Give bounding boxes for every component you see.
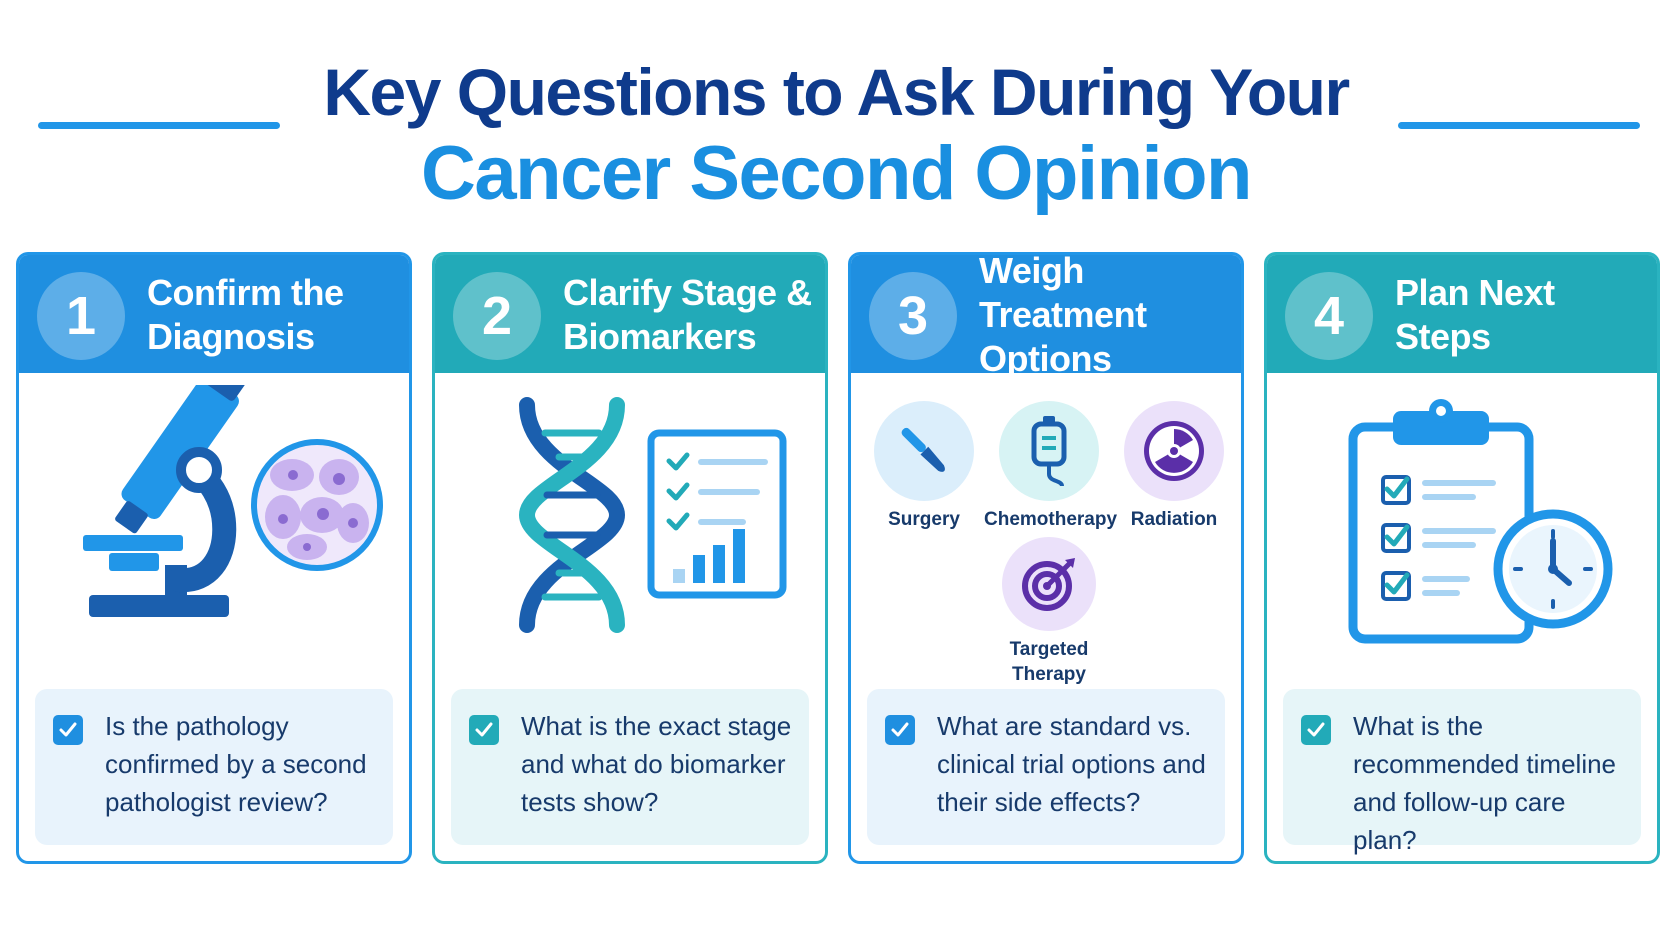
card-treatment-options: 3 Weigh Treatment Options Surgery <box>848 252 1244 864</box>
treatment-targeted-therapy: Targeted Therapy <box>984 537 1114 687</box>
checkbox-icon <box>1301 715 1331 745</box>
page-title: Key Questions to Ask During Your <box>323 55 1350 129</box>
card-header: 4 Plan Next Steps <box>1267 255 1657 373</box>
card-stage-biomarkers: 2 Clarify Stage & Biomarkers <box>432 252 828 864</box>
treatment-label: Chemotherapy <box>984 509 1118 530</box>
step-number: 1 <box>37 272 125 360</box>
title-rule-right <box>1398 122 1640 129</box>
card-illustration <box>435 373 825 683</box>
card-header: 1 Confirm the Diagnosis <box>19 255 409 373</box>
report-chart-icon <box>647 429 787 599</box>
question-box: Is the pathology confirmed by a second p… <box>35 689 393 845</box>
title-rule-left <box>38 122 280 129</box>
clock-icon <box>1493 509 1613 629</box>
card-illustration: Surgery Chemotherapy <box>851 373 1241 685</box>
question-box: What are standard vs. clinical trial opt… <box>867 689 1225 845</box>
microscope-icon <box>83 385 248 617</box>
card-title: Weigh Treatment Options <box>979 252 1147 379</box>
question-box: What is the exact stage and what do biom… <box>451 689 809 845</box>
card-title: Plan Next Steps <box>1395 272 1555 357</box>
checkbox-icon <box>469 715 499 745</box>
cell-sample-icon <box>251 439 383 571</box>
iv-bag-icon <box>1031 416 1067 487</box>
treatment-chemotherapy: Chemotherapy <box>984 401 1118 532</box>
dna-icon <box>518 397 626 633</box>
checkbox-icon <box>885 715 915 745</box>
question-text: What is the recommended timeline and fol… <box>1353 711 1617 855</box>
page-subtitle: Cancer Second Opinion <box>421 131 1252 216</box>
treatment-label: Targeted Therapy <box>1009 639 1089 685</box>
treatment-radiation: Radiation <box>1109 401 1239 532</box>
card-illustration <box>1267 373 1657 683</box>
step-number: 3 <box>869 272 957 360</box>
treatment-surgery: Surgery <box>859 401 989 532</box>
card-title: Confirm the Diagnosis <box>147 272 344 357</box>
target-icon <box>1022 558 1075 611</box>
radiation-icon <box>1144 421 1204 481</box>
card-header: 2 Clarify Stage & Biomarkers <box>435 255 825 373</box>
scalpel-icon <box>901 427 945 472</box>
question-box: What is the recommended timeline and fol… <box>1283 689 1641 855</box>
card-title: Clarify Stage & Biomarkers <box>563 272 812 357</box>
card-header: 3 Weigh Treatment Options <box>851 252 1241 379</box>
question-text: What is the exact stage and what do biom… <box>521 711 792 817</box>
treatment-label: Surgery <box>888 509 960 530</box>
question-text: What are standard vs. clinical trial opt… <box>937 711 1206 817</box>
card-illustration <box>19 373 409 683</box>
card-confirm-diagnosis: 1 Confirm the Diagnosis <box>16 252 412 864</box>
step-number: 2 <box>453 272 541 360</box>
treatment-label: Radiation <box>1130 509 1218 530</box>
question-text: Is the pathology confirmed by a second p… <box>105 711 367 817</box>
step-number: 4 <box>1285 272 1373 360</box>
card-next-steps: 4 Plan Next Steps <box>1264 252 1660 864</box>
checkbox-icon <box>53 715 83 745</box>
